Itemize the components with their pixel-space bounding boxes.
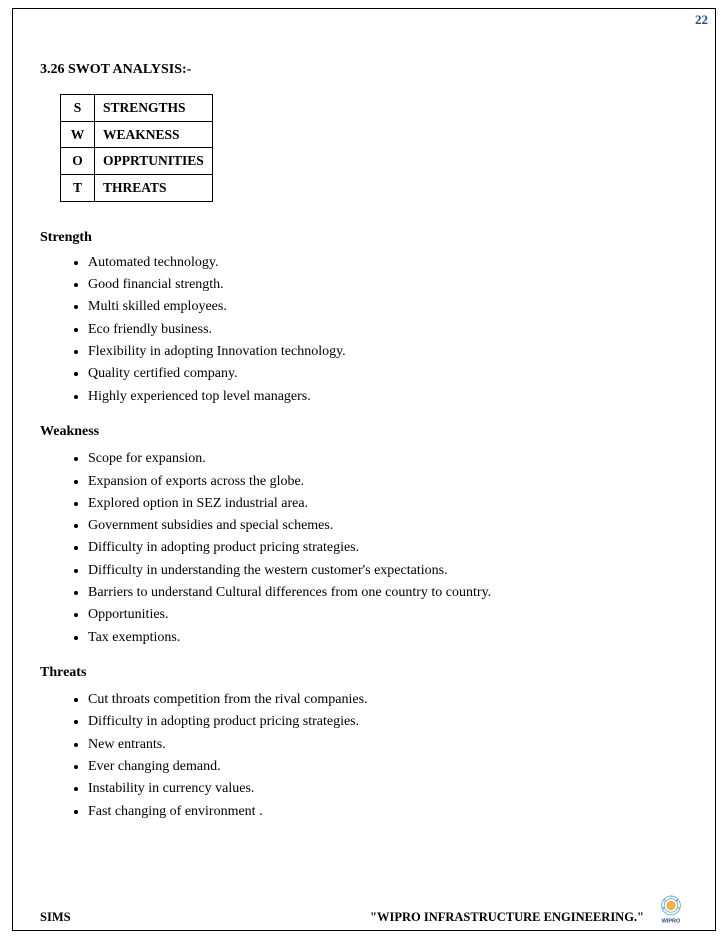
list-item: Fast changing of environment . bbox=[88, 801, 688, 823]
swot-word: WEAKNESS bbox=[95, 121, 213, 148]
page-content: 3.26 SWOT ANALYSIS:- S STRENGTHS W WEAKN… bbox=[40, 60, 688, 893]
strength-list: Automated technology. Good financial str… bbox=[88, 252, 688, 408]
strength-heading: Strength bbox=[40, 228, 688, 248]
list-item: Difficulty in adopting product pricing s… bbox=[88, 537, 688, 559]
swot-letter: O bbox=[61, 148, 95, 175]
list-item: New entrants. bbox=[88, 734, 688, 756]
list-item: Eco friendly business. bbox=[88, 319, 688, 341]
list-item: Barriers to understand Cultural differen… bbox=[88, 582, 688, 604]
page-number: 22 bbox=[695, 12, 708, 28]
list-item: Expansion of exports across the globe. bbox=[88, 471, 688, 493]
list-item: Explored option in SEZ industrial area. bbox=[88, 493, 688, 515]
list-item: Quality certified company. bbox=[88, 363, 688, 385]
list-item: Cut throats competition from the rival c… bbox=[88, 689, 688, 711]
svg-text:WIPRO: WIPRO bbox=[662, 918, 681, 924]
weakness-heading: Weakness bbox=[40, 422, 688, 442]
swot-letter: S bbox=[61, 95, 95, 122]
swot-letter: T bbox=[61, 174, 95, 201]
list-item: Difficulty in understanding the western … bbox=[88, 560, 688, 582]
swot-word: THREATS bbox=[95, 174, 213, 201]
footer-company: "WIPRO INFRASTRUCTURE ENGINEERING." bbox=[370, 910, 644, 925]
list-item: Multi skilled employees. bbox=[88, 296, 688, 318]
list-item: Instability in currency values. bbox=[88, 778, 688, 800]
threats-heading: Threats bbox=[40, 663, 688, 683]
swot-table: S STRENGTHS W WEAKNESS O OPPRTUNITIES T … bbox=[60, 94, 213, 201]
threats-list: Cut throats competition from the rival c… bbox=[88, 689, 688, 823]
list-item: Difficulty in adopting product pricing s… bbox=[88, 711, 688, 733]
swot-letter: W bbox=[61, 121, 95, 148]
wipro-logo-icon: WIPRO bbox=[654, 891, 688, 925]
table-row: T THREATS bbox=[61, 174, 213, 201]
table-row: O OPPRTUNITIES bbox=[61, 148, 213, 175]
page-footer: SIMS "WIPRO INFRASTRUCTURE ENGINEERING."… bbox=[40, 891, 688, 925]
list-item: Ever changing demand. bbox=[88, 756, 688, 778]
list-item: Flexibility in adopting Innovation techn… bbox=[88, 341, 688, 363]
list-item: Opportunities. bbox=[88, 604, 688, 626]
list-item: Highly experienced top level managers. bbox=[88, 386, 688, 408]
list-item: Tax exemptions. bbox=[88, 627, 688, 649]
list-item: Scope for expansion. bbox=[88, 448, 688, 470]
list-item: Government subsidies and special schemes… bbox=[88, 515, 688, 537]
weakness-list: Scope for expansion. Expansion of export… bbox=[88, 448, 688, 649]
table-row: S STRENGTHS bbox=[61, 95, 213, 122]
footer-right: "WIPRO INFRASTRUCTURE ENGINEERING." WIPR… bbox=[370, 891, 688, 925]
section-title: 3.26 SWOT ANALYSIS:- bbox=[40, 60, 688, 80]
table-row: W WEAKNESS bbox=[61, 121, 213, 148]
swot-word: OPPRTUNITIES bbox=[95, 148, 213, 175]
swot-word: STRENGTHS bbox=[95, 95, 213, 122]
footer-left: SIMS bbox=[40, 910, 71, 925]
list-item: Good financial strength. bbox=[88, 274, 688, 296]
list-item: Automated technology. bbox=[88, 252, 688, 274]
